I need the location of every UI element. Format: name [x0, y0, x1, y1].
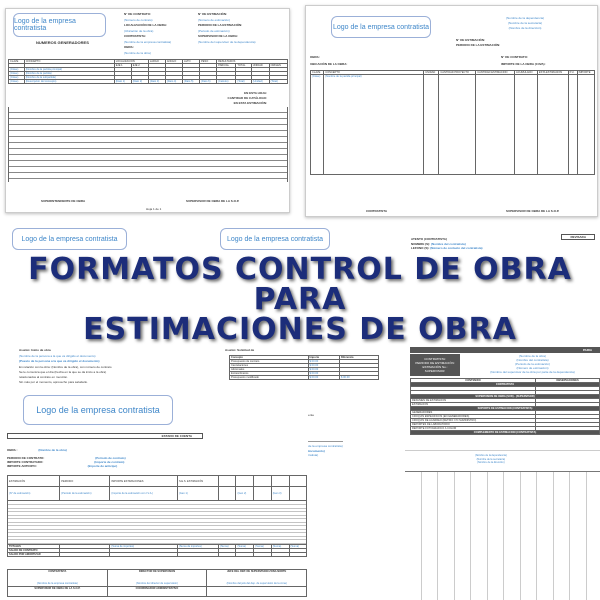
budget-table: Concepto Importe Diferencia Presupuesto de…: [229, 355, 380, 380]
company-logo-placeholder: Logo de la empresa contratista: [12, 228, 127, 250]
inicio-de-obra-letter: Logo de la empresa contratista Asunto: I…: [4, 228, 214, 393]
section-banner: PARIA: [410, 347, 600, 353]
page-footer: Hoja 1 de 1: [146, 207, 162, 211]
totals-labels: EN ESTA HOJA: CANTIDAD DE CATÁLOGO: EN EST…: [227, 91, 267, 105]
signature-label: DIRECTOR DE SUPERVISIÓN: [138, 570, 176, 574]
company-logo-placeholder: Logo de la empresa contratista: [23, 395, 173, 425]
revision-box: REVISADA: [561, 234, 595, 240]
title-line-2: PARA: [253, 282, 347, 317]
estimate-fields: N° DE ESTIMACIÓN: PERIODO DE LA ESTIMACIÓ…: [456, 38, 501, 47]
company-logo-placeholder: Logo de la empresa contratista: [13, 13, 106, 37]
generadores-table: CLAVE CONCEPTO LOCALIZACIÓN LARGO ANCHO ALTO P…: [8, 59, 289, 84]
contract-fields: N° DE CONTRATO: IMPORTE DE LA OBRA (C/IVA…: [501, 55, 546, 66]
signature-name: (Nombre del jefe del dep. de supervisión…: [226, 582, 287, 585]
estado-table: ESTIMACIÓN PERIODO IMPORTE ESTIMACIONES S.E…: [6, 475, 308, 557]
estimacion-table: CLAVE CONCEPTO UNIDAD CANTIDAD PROYECTO CANT…: [309, 70, 596, 175]
signature-name: (Nombre de la empresa contratista): [36, 582, 78, 585]
agency-header: (Nombre de la dependencia) (Nombre de la …: [506, 16, 545, 30]
signature-label: CONTRATISTA: [48, 570, 67, 574]
letter-body: En relación con la obra: (Nombre de la o…: [19, 365, 112, 384]
resumen-grid: [405, 471, 600, 600]
account-fields: OBRA : (Nombre de la obra) PERIODO DE CON…: [7, 448, 126, 468]
signature-label: SUPERVISOR DE OBRA DE LA S.O.P.: [186, 199, 240, 203]
signature-label: SUPERINTENDENTE DE OBRA: [41, 199, 86, 203]
document-heading: ESTADO DE CUENTA: [7, 433, 203, 439]
checklist-document: REVISADA ATENTO (CONTRATISTA) NOMBRE (S):…: [405, 232, 600, 447]
estimate-fields: N° DE ESTIMACIÓN: (Número de estimación) …: [198, 12, 256, 44]
signature-name: (Nombre del director de supervisión): [136, 582, 178, 585]
project-fields: OBRA: UBICACIÓN DE LA OBRA:: [310, 55, 348, 66]
signature-label: CONTRATISTA: [366, 209, 388, 213]
numeros-generadores-document: Logo de la empresa contratista NUMEROS G…: [5, 8, 290, 213]
company-logo-placeholder: Logo de la empresa contratista: [220, 228, 330, 250]
agency-header: (Nombre de la dependencia) (Nombre de la …: [475, 454, 507, 464]
title-line-3: ESTIMACIONES DE OBRA: [82, 312, 517, 347]
estado-de-cuenta-document: Logo de la empresa contratista ESTADO DE…: [3, 393, 308, 600]
signature-label: SUPERVISOR DE OBRA DE LA S.O.P.: [506, 209, 560, 213]
title-line-1: FORMATOS CONTROL DE OBRA: [27, 252, 572, 287]
block-labels: CONTRATISTA: PERIODO DE ESTIMACIÓN: ESTIMA…: [410, 354, 460, 376]
letter-subject: Asunto: Inicio de obra: [19, 348, 51, 352]
document-heading: NUMEROS GENERADORES: [36, 40, 89, 45]
empty-rows: [8, 107, 288, 182]
signature-label: JEFE DEL DEP. DE SUPERVISIÓN ZONA NORTE: [227, 570, 287, 574]
signatures-table: CONTRATISTA (Nombre de la empresa contrat…: [7, 569, 307, 597]
checklist-table: CONTENIDO OBSERVACIONES CONTRATISTA SUPER…: [410, 378, 600, 435]
company-logo-placeholder: Logo de la empresa contratista: [331, 16, 431, 38]
contact-fields: ATENTO (CONTRATISTA) NOMBRE (S): (Nombre …: [411, 237, 483, 250]
estimacion-document: Logo de la empresa contratista (Nombre d…: [305, 5, 598, 217]
resumen-document: (Nombre de la dependencia) (Nombre de la …: [405, 450, 600, 600]
letter-subject: Asunto: Solicitud de: [225, 348, 255, 352]
block-values: (Nombre de la obra) (Nombre del contratis…: [490, 354, 575, 374]
contract-fields: N° DE CONTRATO: (Número de contrato) LOCA…: [124, 12, 172, 55]
recipient: (Nombre de la persona a la que va dirigi…: [19, 354, 100, 363]
